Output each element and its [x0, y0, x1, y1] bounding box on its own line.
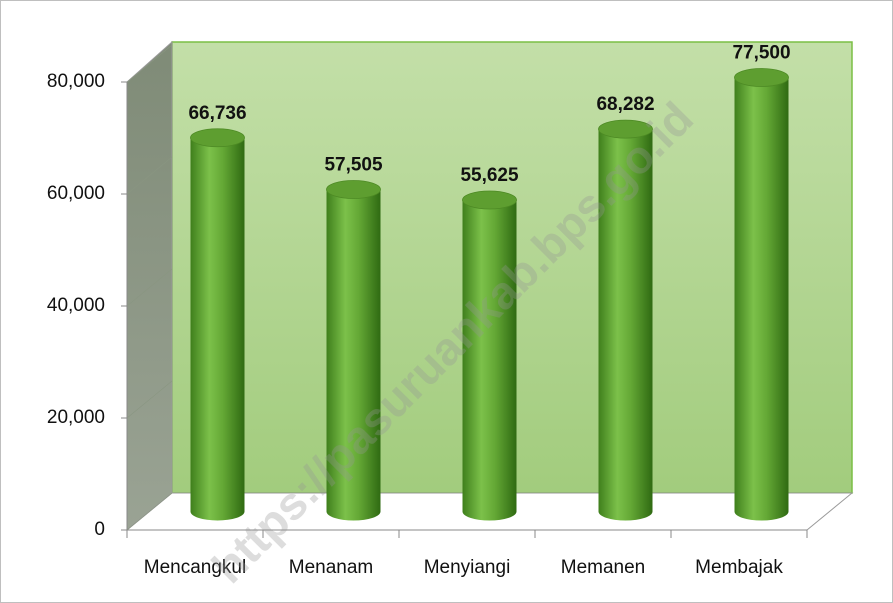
- cylinder-body: [326, 189, 381, 521]
- cylinder-body: [462, 200, 517, 521]
- cylinder-body: [598, 129, 653, 521]
- side-grid: [126, 268, 173, 307]
- x-tick-label: Mencangkul: [144, 557, 246, 578]
- cylinder-top: [190, 128, 245, 148]
- bar: [190, 128, 245, 521]
- x-tick-label: Membajak: [695, 557, 783, 578]
- side-grid: [126, 44, 173, 83]
- bar: [734, 68, 789, 521]
- cylinder-top: [598, 119, 653, 139]
- data-label: 77,500: [732, 43, 790, 64]
- bar: [462, 190, 517, 521]
- y-tick-label: 80,000: [47, 71, 105, 92]
- side-grid: [126, 492, 173, 531]
- side-grid: [126, 380, 173, 419]
- y-tick-label: 0: [94, 519, 105, 540]
- cylinder-body: [190, 137, 245, 521]
- side-wall: [126, 40, 173, 532]
- data-label: 55,625: [460, 165, 519, 186]
- bar: [598, 119, 653, 521]
- data-label: 66,736: [188, 103, 246, 124]
- x-tick-label: Memanen: [561, 557, 646, 578]
- cylinder-body: [734, 77, 789, 521]
- cylinder-top: [326, 180, 381, 199]
- y-tick-label: 40,000: [47, 295, 105, 316]
- x-tick-label: Menanam: [289, 557, 374, 578]
- y-tick-label: 20,000: [47, 407, 105, 428]
- cylinder-top: [462, 190, 517, 210]
- x-tick-label: Menyiangi: [424, 557, 511, 578]
- y-tick-label: 60,000: [47, 183, 105, 204]
- cylinder-top: [734, 68, 789, 87]
- bar: [326, 180, 381, 521]
- data-label: 68,282: [596, 94, 654, 115]
- data-label: 57,505: [324, 154, 383, 175]
- side-grid: [126, 156, 173, 195]
